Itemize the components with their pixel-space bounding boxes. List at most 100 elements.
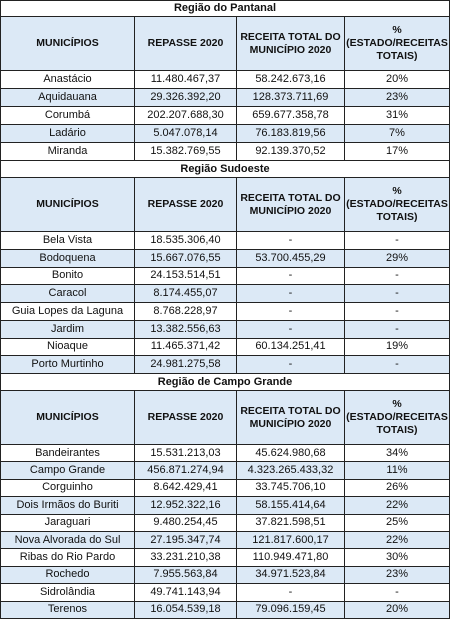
column-header: % (ESTADO/RECEITAS TOTAIS) <box>345 17 450 71</box>
value-cell: 29.326.392,20 <box>135 89 237 107</box>
value-cell: 121.817.600,17 <box>237 532 345 550</box>
value-cell: 15.667.076,55 <box>135 249 237 268</box>
value-cell: 15.531.213,03 <box>135 445 237 463</box>
municipality: Bonito <box>0 267 135 286</box>
value-cell: 20% <box>345 601 450 619</box>
value-cell: - <box>237 232 345 250</box>
column-header: % (ESTADO/RECEITAS TOTAIS) <box>345 178 450 232</box>
section-title: Região Sudoeste <box>0 161 450 178</box>
municipality: Porto Murtinho <box>0 356 135 374</box>
value-cell: 11% <box>345 462 450 480</box>
value-cell: 60.134.251,41 <box>237 338 345 357</box>
value-cell: 11.465.371,42 <box>135 338 237 357</box>
value-cell: 24.981.275,58 <box>135 356 237 374</box>
municipality: Campo Grande <box>0 462 135 480</box>
municipality: Jaraguari <box>0 514 135 532</box>
value-cell: 45.624.980,68 <box>237 445 345 463</box>
value-cell: 456.871.274,94 <box>135 462 237 480</box>
value-cell: - <box>345 584 450 602</box>
value-cell: 24.153.514,51 <box>135 267 237 286</box>
column-header: % (ESTADO/RECEITAS TOTAIS) <box>345 391 450 445</box>
value-cell: - <box>237 285 345 303</box>
value-cell: 4.323.265.433,32 <box>237 462 345 480</box>
municipality: Dois Irmãos do Buriti <box>0 497 135 515</box>
value-cell: 23% <box>345 566 450 585</box>
value-cell: 30% <box>345 549 450 567</box>
value-cell: - <box>237 356 345 374</box>
value-cell: 79.096.159,45 <box>237 601 345 619</box>
value-cell: 9.480.254,45 <box>135 514 237 532</box>
value-cell: 19% <box>345 338 450 357</box>
municipality: Corumbá <box>0 107 135 125</box>
value-cell: 33.231.210,38 <box>135 549 237 567</box>
municipality: Miranda <box>0 143 135 161</box>
value-cell: 58.155.414,64 <box>237 497 345 515</box>
column-header: RECEITA TOTAL DO MUNICÍPIO 2020 <box>237 178 345 232</box>
value-cell: 202.207.688,30 <box>135 107 237 125</box>
value-cell: 22% <box>345 497 450 515</box>
column-header: REPASSE 2020 <box>135 391 237 445</box>
municipality: Guia Lopes da Laguna <box>0 303 135 321</box>
value-cell: 128.373.711,69 <box>237 89 345 107</box>
value-cell: 7.955.563,84 <box>135 566 237 585</box>
value-cell: 16.054.539,18 <box>135 601 237 619</box>
value-cell: - <box>345 232 450 250</box>
value-cell: 12.952.322,16 <box>135 497 237 515</box>
value-cell: 34.971.523,84 <box>237 566 345 585</box>
value-cell: 92.139.370,52 <box>237 143 345 161</box>
value-cell: 18.535.306,40 <box>135 232 237 250</box>
municipality: Corguinho <box>0 479 135 498</box>
value-cell: 23% <box>345 89 450 107</box>
value-cell: 659.677.358,78 <box>237 107 345 125</box>
column-header: REPASSE 2020 <box>135 178 237 232</box>
value-cell: - <box>237 267 345 286</box>
value-cell: 49.741.143,94 <box>135 584 237 602</box>
value-cell: 17% <box>345 143 450 161</box>
section-title: Região de Campo Grande <box>0 374 450 391</box>
value-cell: 33.745.706,10 <box>237 479 345 498</box>
value-cell: - <box>237 303 345 321</box>
municipality: Bodoquena <box>0 249 135 268</box>
value-cell: 22% <box>345 532 450 550</box>
value-cell: - <box>345 267 450 286</box>
municipality: Caracol <box>0 285 135 303</box>
municipality: Bandeirantes <box>0 445 135 463</box>
value-cell: - <box>345 320 450 339</box>
column-header: RECEITA TOTAL DO MUNICÍPIO 2020 <box>237 17 345 71</box>
value-cell: 37.821.598,51 <box>237 514 345 532</box>
municipality: Ribas do Rio Pardo <box>0 549 135 567</box>
value-cell: - <box>237 584 345 602</box>
value-cell: - <box>237 320 345 339</box>
value-cell: 25% <box>345 514 450 532</box>
municipality: Aquidauana <box>0 89 135 107</box>
value-cell: 11.480.467,37 <box>135 71 237 89</box>
value-cell: - <box>345 303 450 321</box>
value-cell: 5.047.078,14 <box>135 125 237 143</box>
municipality: Nioaque <box>0 338 135 357</box>
value-cell: 53.700.455,29 <box>237 249 345 268</box>
value-cell: - <box>345 356 450 374</box>
value-cell: 8.768.228,97 <box>135 303 237 321</box>
value-cell: - <box>345 285 450 303</box>
column-header: MUNICÍPIOS <box>0 391 135 445</box>
value-cell: 76.183.819,56 <box>237 125 345 143</box>
value-cell: 20% <box>345 71 450 89</box>
value-cell: 15.382.769,55 <box>135 143 237 161</box>
municipality: Anastácio <box>0 71 135 89</box>
value-cell: 34% <box>345 445 450 463</box>
column-header: REPASSE 2020 <box>135 17 237 71</box>
value-cell: 31% <box>345 107 450 125</box>
municipality: Jardim <box>0 320 135 339</box>
municipality: Nova Alvorada do Sul <box>0 532 135 550</box>
municipality: Sidrolândia <box>0 584 135 602</box>
section-title: Região do Pantanal <box>0 0 450 17</box>
municipality: Terenos <box>0 601 135 619</box>
column-header: MUNICÍPIOS <box>0 178 135 232</box>
value-cell: 29% <box>345 249 450 268</box>
column-header: MUNICÍPIOS <box>0 17 135 71</box>
value-cell: 58.242.673,16 <box>237 71 345 89</box>
municipality: Rochedo <box>0 566 135 585</box>
value-cell: 27.195.347,74 <box>135 532 237 550</box>
column-header: RECEITA TOTAL DO MUNICÍPIO 2020 <box>237 391 345 445</box>
